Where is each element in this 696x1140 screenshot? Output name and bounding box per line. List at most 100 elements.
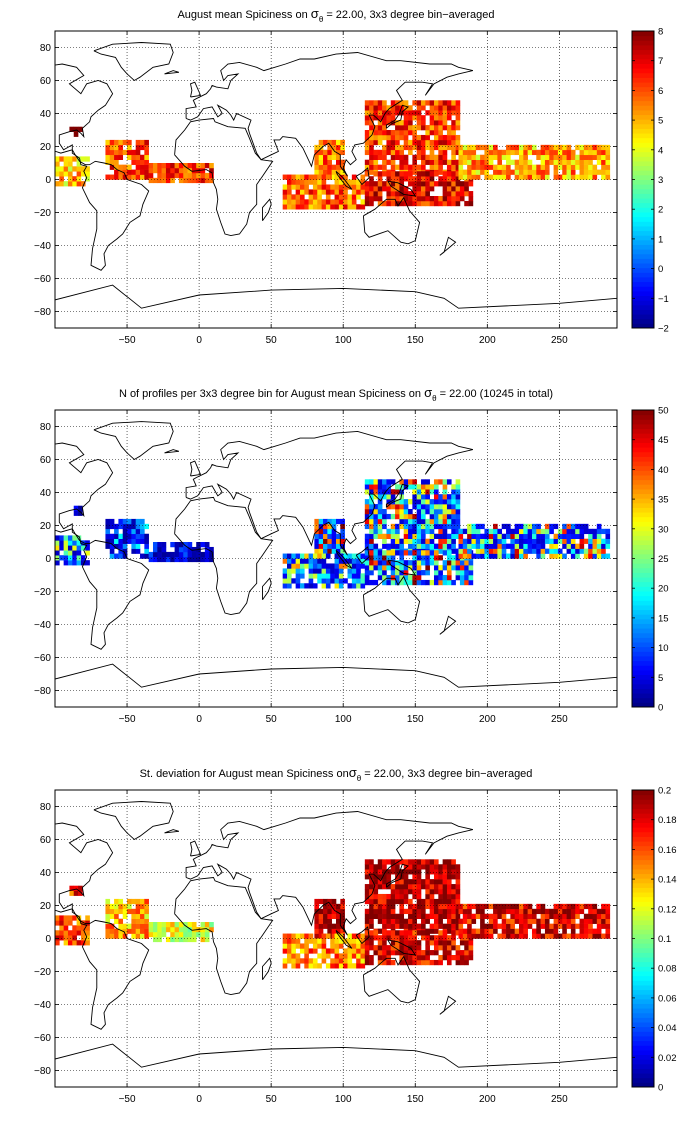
data-bin	[67, 540, 73, 546]
data-bin	[364, 181, 370, 187]
data-bin	[318, 154, 324, 160]
data-bin	[144, 553, 149, 559]
data-bin	[59, 166, 64, 172]
data-bin	[170, 542, 175, 548]
data-bin	[291, 174, 296, 180]
data-bin	[455, 879, 461, 885]
data-bin	[471, 164, 477, 170]
data-bin	[364, 893, 370, 900]
data-bin	[304, 179, 309, 185]
data-bin	[408, 884, 413, 890]
data-bin	[312, 179, 318, 185]
data-bin	[442, 923, 448, 929]
data-bin	[187, 163, 193, 169]
data-bin	[114, 139, 119, 146]
data-bin	[501, 913, 507, 919]
data-bin	[416, 134, 422, 141]
data-bin	[455, 560, 461, 566]
data-bin	[382, 945, 387, 951]
data-bin	[462, 144, 468, 151]
data-bin	[287, 558, 292, 564]
data-bin	[446, 898, 452, 905]
data-bin	[63, 925, 69, 931]
data-bin	[421, 579, 426, 586]
data-bin	[390, 110, 396, 116]
data-bin	[540, 913, 546, 919]
data-bin	[317, 184, 322, 190]
data-bin	[557, 154, 563, 160]
data-bin	[464, 575, 469, 581]
data-bin	[356, 948, 361, 954]
data-bin	[325, 184, 331, 190]
data-bin	[127, 538, 132, 544]
data-bin	[63, 156, 69, 162]
data-bin	[314, 164, 320, 170]
data-bin	[501, 923, 507, 929]
data-bin	[403, 484, 409, 490]
colorbar-tick-label: 0.08	[658, 964, 677, 975]
data-bin	[429, 176, 435, 182]
data-bin	[135, 923, 141, 929]
data-bin	[152, 556, 158, 563]
data-bin	[390, 550, 396, 556]
data-bin	[557, 548, 563, 554]
data-bin	[446, 479, 452, 485]
data-bin	[451, 898, 456, 905]
data-bin	[369, 513, 374, 520]
data-bin	[501, 918, 507, 924]
data-bin	[178, 931, 184, 938]
data-bin	[549, 933, 554, 939]
data-bin	[421, 139, 426, 146]
data-bin	[455, 893, 461, 900]
data-bin	[135, 533, 141, 539]
data-bin	[369, 489, 374, 495]
data-bin	[382, 538, 387, 544]
data-bin	[536, 553, 541, 559]
data-bin	[178, 926, 184, 933]
data-bin	[191, 922, 197, 928]
data-bin	[382, 940, 387, 946]
colorbar-swatch	[632, 799, 654, 805]
data-bin	[382, 959, 387, 966]
data-bin	[76, 171, 82, 177]
data-bin	[455, 171, 461, 177]
data-bin	[570, 159, 576, 165]
data-bin	[364, 859, 370, 865]
data-bin	[308, 563, 314, 569]
data-bin	[455, 164, 461, 170]
coastline	[439, 236, 457, 256]
data-bin	[501, 538, 507, 544]
data-bin	[386, 110, 392, 116]
data-bin	[536, 923, 541, 929]
data-bin	[369, 543, 374, 549]
data-bin	[183, 172, 188, 179]
colorbar-swatch	[632, 516, 654, 522]
data-bin	[429, 196, 435, 202]
data-bin	[408, 164, 413, 170]
data-bin	[109, 523, 115, 530]
data-bin	[497, 553, 503, 559]
data-bin	[416, 499, 422, 505]
data-bin	[312, 558, 318, 564]
data-bin	[399, 945, 405, 951]
data-bin	[140, 908, 145, 915]
x-tick-label: 200	[479, 335, 496, 346]
data-bin	[408, 950, 413, 956]
data-bin	[510, 933, 515, 939]
data-bin	[583, 159, 589, 165]
data-bin	[488, 159, 494, 165]
data-bin	[484, 553, 490, 559]
data-bin	[390, 100, 396, 106]
data-bin	[506, 908, 511, 915]
data-bin	[442, 884, 448, 890]
data-bin	[451, 518, 456, 525]
data-bin	[540, 174, 546, 180]
colorbar-swatch	[632, 276, 654, 283]
colorbar-swatch	[632, 31, 654, 37]
data-bin	[386, 908, 392, 915]
data-bin	[442, 120, 448, 126]
data-bin	[438, 543, 443, 549]
colorbar-swatch	[632, 442, 654, 448]
data-bin	[131, 523, 136, 530]
data-bin	[373, 513, 379, 520]
